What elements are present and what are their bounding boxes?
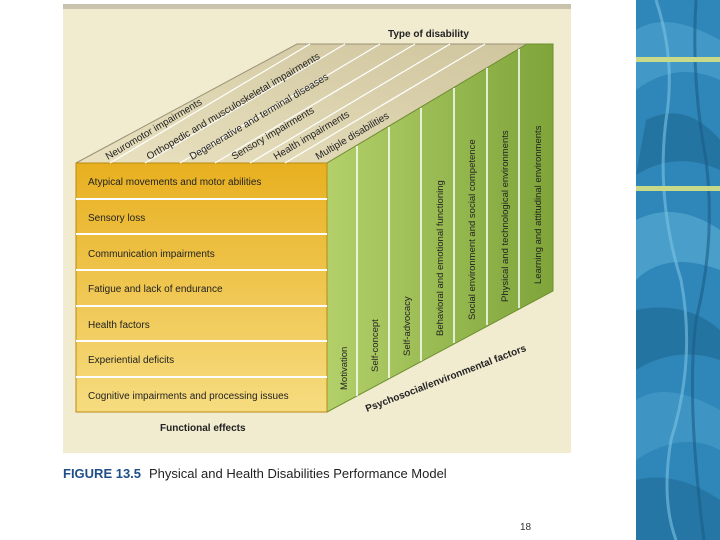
figure-caption-title: Physical and Health Disabilities Perform… xyxy=(149,466,447,481)
psychosocial-factor-label: Self-advocacy xyxy=(402,296,413,356)
psychosocial-factor-label: Physical and technological environments xyxy=(500,130,511,302)
psychosocial-factor-label: Self-concept xyxy=(370,319,381,372)
decorative-side-strip xyxy=(636,0,720,540)
front-row-dividers xyxy=(76,198,327,378)
functional-effect-label: Communication impairments xyxy=(88,249,215,260)
functional-effect-label: Cognitive impairments and processing iss… xyxy=(88,391,289,402)
functional-effect-label: Sensory loss xyxy=(88,213,145,224)
bottom-label: Functional effects xyxy=(160,423,246,434)
functional-effect-label: Experiential deficits xyxy=(88,355,174,366)
psychosocial-factor-label: Social environment and social competence xyxy=(467,139,478,320)
functional-effect-label: Health factors xyxy=(88,320,150,331)
psychosocial-factor-label: Behavioral and emotional functioning xyxy=(435,180,446,336)
disability-type-stripes xyxy=(109,43,486,164)
decorative-pattern xyxy=(636,0,720,540)
page-number: 18 xyxy=(520,522,532,533)
figure-top-bar xyxy=(63,4,571,9)
psychosocial-factor-label: Learning and attitudinal environments xyxy=(533,125,544,284)
psychosocial-factor-label: Motivation xyxy=(339,347,350,390)
cube-front-face xyxy=(75,162,328,413)
functional-effect-label: Atypical movements and motor abilities xyxy=(88,177,261,188)
figure-caption-number: FIGURE 13.5 xyxy=(63,466,141,481)
side-column-dividers xyxy=(356,49,520,396)
functional-effect-label: Fatigue and lack of endurance xyxy=(88,284,223,295)
top-label: Type of disability xyxy=(388,29,469,40)
